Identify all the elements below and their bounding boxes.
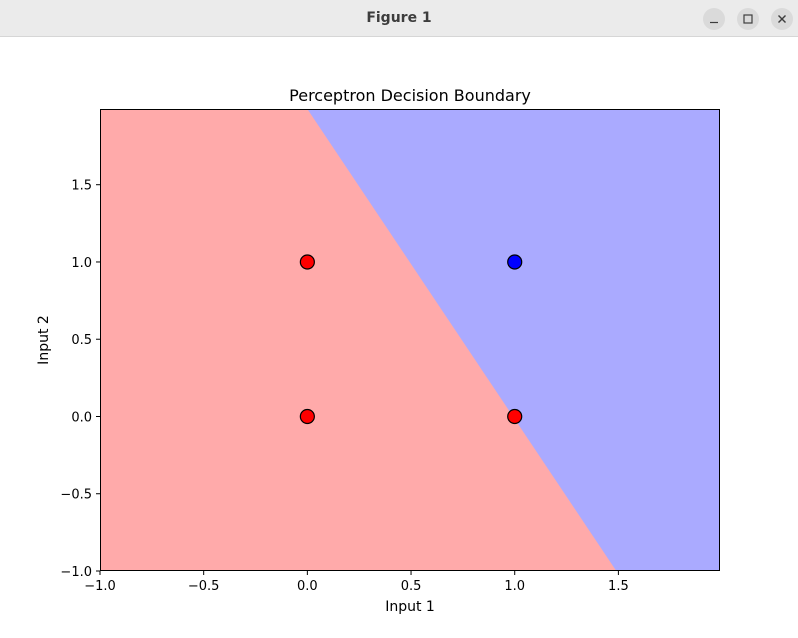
x-tick-label: 0.0 [297, 579, 318, 594]
y-axis-label: Input 2 [36, 315, 52, 365]
x-tick-label: 1.5 [608, 579, 629, 594]
y-tick-label: 0.0 [71, 410, 92, 425]
maximize-icon [743, 14, 753, 24]
x-tick-label: −1.0 [84, 579, 116, 594]
chart-title: Perceptron Decision Boundary [289, 86, 531, 105]
data-point-0 [299, 408, 315, 425]
y-tick-label: −0.5 [60, 488, 92, 503]
axes-frame [100, 109, 720, 571]
x-tick-label: 0.5 [401, 579, 422, 594]
window-title: Figure 1 [366, 10, 432, 26]
class-1-region [307, 109, 720, 571]
minimize-icon [710, 21, 718, 24]
y-tick-label: 0.5 [71, 333, 92, 348]
chart-svg: Perceptron Decision Boundary −1.0 −0.5 0.0… [36, 86, 720, 615]
data-point-1 [299, 254, 315, 270]
points-layer [299, 254, 523, 425]
title-bar[interactable]: Figure 1 [0, 0, 798, 37]
data-point-2 [507, 408, 523, 425]
x-tick-label: −0.5 [188, 579, 220, 594]
minimize-button[interactable] [703, 8, 725, 30]
x-axis-label: Input 1 [385, 599, 435, 615]
y-axis: −1.0 −0.5 0.0 0.5 1.0 1.5 [60, 179, 100, 580]
x-tick-label: 1.0 [504, 579, 525, 594]
maximize-button[interactable] [737, 8, 759, 30]
close-button[interactable] [771, 8, 793, 30]
figure-canvas: Perceptron Decision Boundary −1.0 −0.5 0.0… [0, 37, 798, 638]
y-tick-label: −1.0 [60, 565, 92, 580]
data-point-3 [507, 254, 523, 270]
close-icon [778, 15, 786, 23]
y-tick-label: 1.0 [71, 256, 92, 271]
plot-area [100, 109, 720, 571]
y-tick-label: 1.5 [71, 179, 92, 194]
x-axis: −1.0 −0.5 0.0 0.5 1.0 1.5 [84, 571, 629, 594]
